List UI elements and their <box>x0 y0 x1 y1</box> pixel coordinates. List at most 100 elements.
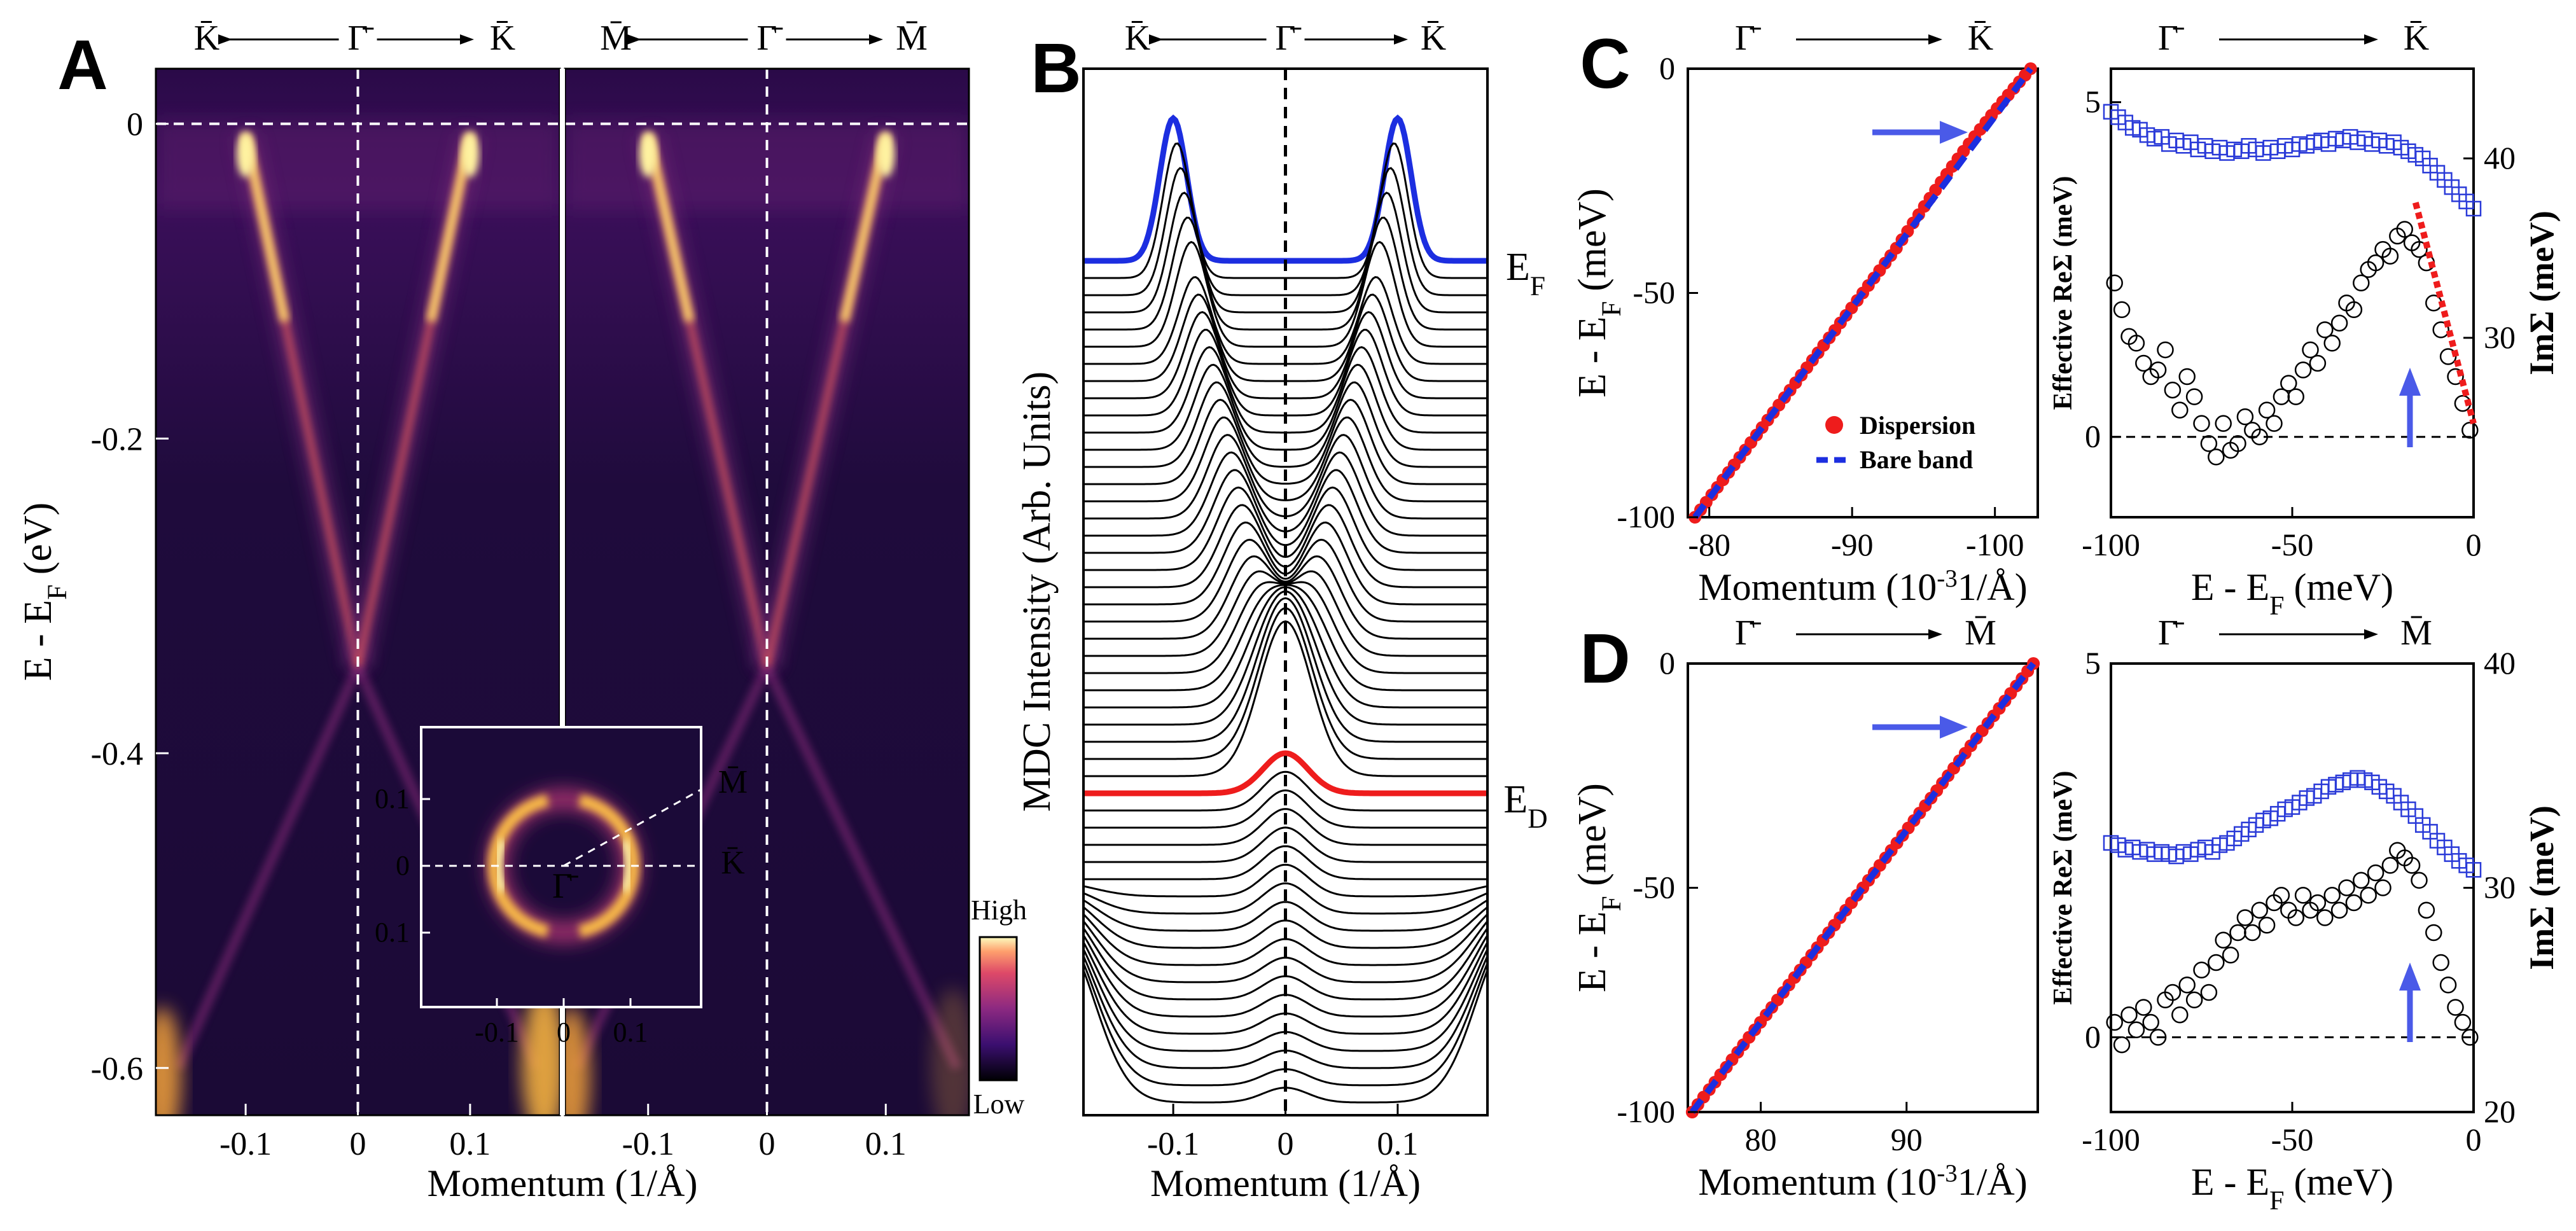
D1-ytick-label: -50 <box>1633 870 1675 905</box>
D2-re-sigma-point <box>2411 872 2428 889</box>
C2-re-sigma-point <box>2411 240 2428 258</box>
D1-ytick-label: 0 <box>1659 645 1675 681</box>
C2-re-sigma-point <box>2193 415 2210 432</box>
D2-re-sigma-point <box>2273 887 2290 904</box>
D2-re-sigma-point <box>2294 887 2312 904</box>
b-dir-left: K̄ <box>1125 18 1150 58</box>
C2-re-sigma-point <box>2157 341 2174 359</box>
text-part: E - E <box>1571 912 1614 992</box>
C2-re-sigma-point <box>2447 368 2464 386</box>
text-part: -3 <box>1937 565 1958 592</box>
D2-re-sigma-point <box>2106 1013 2123 1031</box>
C2-re-sigma-point <box>2200 435 2218 452</box>
D2-re-sigma-point <box>2338 879 2355 896</box>
C2-re-sigma-point <box>2236 408 2254 426</box>
mdc-curve <box>1083 469 1487 554</box>
D2-ytick-left-label: 0 <box>2085 1019 2101 1055</box>
mdc-curve <box>1083 191 1487 314</box>
D2-re-sigma-point <box>2251 901 2268 919</box>
map-right-bulk-left <box>565 1007 590 1115</box>
D1-bare-band <box>1689 661 2036 1115</box>
D2-xtick-label: -50 <box>2271 1122 2314 1157</box>
C2-re-sigma-point <box>2367 254 2385 272</box>
text-part: (eV) <box>17 503 60 585</box>
mdc-curve <box>1083 142 1487 279</box>
D2-re-sigma-point <box>2447 999 2464 1016</box>
map-right-fermi-spot <box>877 131 895 177</box>
C2-xtick-label: -50 <box>2271 527 2314 562</box>
b-xlabel: Momentum (1/Å) <box>1150 1162 1421 1204</box>
C2-ylabel-right: ImΣ (meV) <box>2523 211 2561 375</box>
mdc-curve <box>1083 167 1487 296</box>
C1-ytick-label: -100 <box>1617 499 1675 534</box>
text-part: F <box>2269 592 2284 621</box>
panel-b-letter: B <box>1031 29 1081 108</box>
C1-legend-dispersion-marker <box>1825 416 1843 434</box>
C1-xtick-label: -100 <box>1966 527 2024 562</box>
mdc-curve <box>1083 899 1488 932</box>
C2-re-sigma-point <box>2251 428 2268 445</box>
inset-ytick-label: 0 <box>396 850 410 881</box>
text-part: -3 <box>1937 1160 1958 1187</box>
fermi-ring-hot-right <box>620 838 633 893</box>
mdc-curve <box>1083 863 1488 898</box>
C2-re-sigma-point <box>2113 301 2131 319</box>
C2-ytick-right-label: 30 <box>2484 319 2516 355</box>
D1-xtick-label: 80 <box>1745 1122 1777 1157</box>
C2-re-sigma-point <box>2287 388 2304 405</box>
C1-dir-right: K̄ <box>1968 18 1993 58</box>
C2-frame <box>2110 67 2475 518</box>
mdc-curve <box>1083 216 1487 331</box>
map-left-dir-center: Γ̄ <box>347 18 373 58</box>
D2-re-sigma-point <box>2215 931 2232 949</box>
mdc-curve-highlight <box>1083 750 1487 796</box>
b-arrow-right-head <box>1394 34 1408 45</box>
b-dir-center: Γ̄ <box>1275 18 1301 58</box>
D1-dir-arrow-head <box>1928 629 1942 639</box>
C2-re-sigma-point <box>2280 375 2297 392</box>
C2-re-sigma-point <box>2127 335 2145 352</box>
C2-re-sigma-point <box>2302 341 2319 359</box>
C2-xlabel: E - EF (meV) <box>2191 566 2393 621</box>
D2-re-sigma-point <box>2120 1006 2138 1024</box>
a-ytick-label: -0.2 <box>91 421 143 457</box>
a-inset: Γ̄M̄K̄0.100.1-0.1 0 0.1 <box>375 726 748 1048</box>
text-part: E - E <box>17 600 60 681</box>
b-xtick-label: -0.1 <box>1147 1126 1199 1162</box>
mdc-label: EF <box>1506 246 1545 302</box>
map-left-lower-cone <box>173 664 363 1071</box>
D1-ytick-label: -100 <box>1617 1094 1675 1129</box>
C1-dir-arrow-head <box>1928 34 1942 45</box>
C2-re-sigma-point <box>2323 335 2341 352</box>
C2-fit-line <box>2412 202 2477 424</box>
map-right-bulk-right <box>931 988 969 1115</box>
D2-re-sigma-point <box>2185 991 2203 1008</box>
map-left-xtick-label: 0.1 <box>449 1126 491 1162</box>
inset-m-label: M̄ <box>718 764 748 800</box>
map-left-dir-right: K̄ <box>490 18 515 58</box>
inset-frame <box>420 726 702 1008</box>
C1-xtick-label: -80 <box>1688 527 1730 562</box>
mdc-curve <box>1083 363 1487 451</box>
inset-k-label: K̄ <box>721 845 745 881</box>
panel-a-letter: A <box>57 26 108 104</box>
D2-xtick-label: -100 <box>2082 1122 2140 1157</box>
D2-re-sigma-point <box>2432 954 2449 971</box>
D2-re-sigma-point <box>2236 909 2254 926</box>
D1-xtick-label: 90 <box>1891 1122 1923 1157</box>
C2-re-sigma-point <box>2345 301 2363 319</box>
mdc-curve <box>1083 416 1487 503</box>
D2-dir-left: Γ̄ <box>2158 613 2184 653</box>
mdc-curve <box>1083 381 1487 468</box>
D2-dir-arrow-head <box>2364 629 2378 639</box>
D2-re-sigma-point <box>2287 909 2304 926</box>
D2-re-sigma-point <box>2403 857 2421 874</box>
mdc-curve <box>1083 789 1487 829</box>
C2-re-sigma-point <box>2149 361 2167 379</box>
D2-re-sigma-point <box>2309 894 2327 912</box>
C2-dir-left: Γ̄ <box>2158 18 2184 58</box>
C1-xtick-label: -90 <box>1831 527 1874 562</box>
panel-d2: -100 -50 0 0 5 20 30 40 E - EF (meV) Effective Re… <box>2049 613 2561 1216</box>
inset-ytick-label: 0.1 <box>375 917 410 948</box>
map-left-fermi-spot <box>461 131 479 177</box>
